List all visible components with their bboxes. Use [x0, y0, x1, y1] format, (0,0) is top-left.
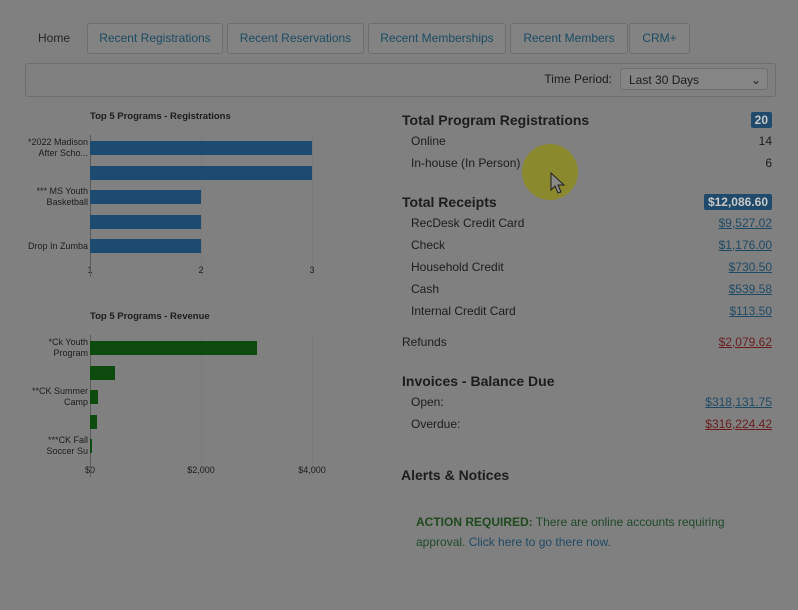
alert-link[interactable]: Click here to go there now.: [468, 535, 611, 549]
x-tick-label: 3: [309, 265, 315, 275]
time-period-label: Time Period:: [544, 72, 612, 86]
row-label: Overdue:: [411, 417, 461, 431]
section-title: Total Receipts: [402, 194, 497, 210]
badge: 20: [750, 112, 772, 128]
bar: [90, 190, 201, 204]
y-tick-label: **CK Summer Camp: [31, 386, 88, 407]
tab[interactable]: Recent Memberships: [368, 23, 506, 54]
bar: [90, 366, 115, 380]
cursor: [550, 171, 566, 194]
bar: [90, 166, 312, 180]
y-tick-label: ***CK Fall Soccer Su: [46, 435, 88, 456]
row-value: 14: [758, 134, 772, 148]
bar: [90, 439, 92, 453]
time-period-select[interactable]: Last 30 Days ⌄: [620, 68, 768, 90]
invoices-title: Invoices - Balance Due: [402, 373, 555, 389]
y-tick-label: Drop In Zumba: [27, 240, 88, 251]
dropdown-arrow: ⌄: [750, 73, 761, 87]
tab[interactable]: Recent Members: [510, 23, 628, 54]
row-value[interactable]: $316,224.42: [705, 417, 772, 431]
row-label: Open:: [411, 395, 444, 409]
row-value[interactable]: $318,131.75: [705, 395, 772, 409]
bar: [90, 141, 312, 155]
toolbar: [25, 63, 776, 97]
cursor-highlight: [522, 144, 578, 200]
row-value[interactable]: $730.50: [728, 260, 772, 274]
refunds-value[interactable]: $2,079.62: [718, 335, 772, 349]
row-value[interactable]: $539.58: [728, 282, 772, 296]
x-tick-label: 2: [198, 265, 204, 275]
alert-strong: ACTION REQUIRED:: [416, 515, 533, 529]
row-label: Household Credit: [411, 260, 504, 274]
x-tick-label: $4,000: [298, 465, 326, 475]
x-tick-label: 1: [70, 265, 110, 275]
grid-line: [312, 335, 313, 477]
bar: [90, 215, 201, 229]
bar: [90, 341, 257, 355]
tab[interactable]: Recent Registrations: [87, 23, 223, 54]
y-tick-label: *Ck Youth Program: [48, 337, 88, 358]
x-tick-label: $2,000: [187, 465, 215, 475]
row-value[interactable]: $9,527.02: [718, 216, 772, 230]
row-label: Internal Credit Card: [411, 304, 516, 318]
tab[interactable]: Home: [37, 31, 70, 45]
bar: [90, 415, 97, 429]
row-value: 6: [765, 156, 772, 170]
row-value[interactable]: $1,176.00: [718, 238, 772, 252]
tab[interactable]: CRM+: [629, 23, 690, 54]
badge: $12,086.60: [703, 194, 772, 210]
alert-text: There are online accounts requiring appr…: [416, 515, 725, 549]
row-label: Cash: [411, 282, 440, 296]
axis-line: [90, 135, 91, 277]
grid-line: [201, 335, 202, 477]
row-label: In-house (In Person): [411, 156, 521, 170]
alerts-title: Alerts & Notices: [401, 467, 510, 483]
alert-message: ACTION REQUIRED: There are online accoun…: [416, 512, 756, 552]
bar: [90, 390, 98, 404]
x-tick-label: $0: [70, 465, 110, 475]
bar: [90, 239, 201, 253]
row-label: Check: [411, 238, 446, 252]
time-period-value: Last 30 Days: [629, 73, 700, 87]
tab[interactable]: Recent Reservations: [227, 23, 364, 54]
row-label: Online: [411, 134, 446, 148]
chart-title: Top 5 Programs - Registrations: [90, 111, 231, 122]
y-tick-label: *2022 Madison After Scho...: [27, 137, 88, 158]
axis-line: [90, 335, 91, 477]
section-title: Total Program Registrations: [402, 112, 590, 128]
refunds-label: Refunds: [402, 335, 447, 349]
grid-line: [201, 135, 202, 277]
chart-title: Top 5 Programs - Revenue: [90, 311, 210, 322]
y-tick-label: *** MS Youth Basketball: [36, 186, 88, 207]
grid-line: [312, 135, 313, 277]
row-value[interactable]: $113.50: [729, 304, 773, 318]
row-label: RecDesk Credit Card: [411, 216, 525, 230]
